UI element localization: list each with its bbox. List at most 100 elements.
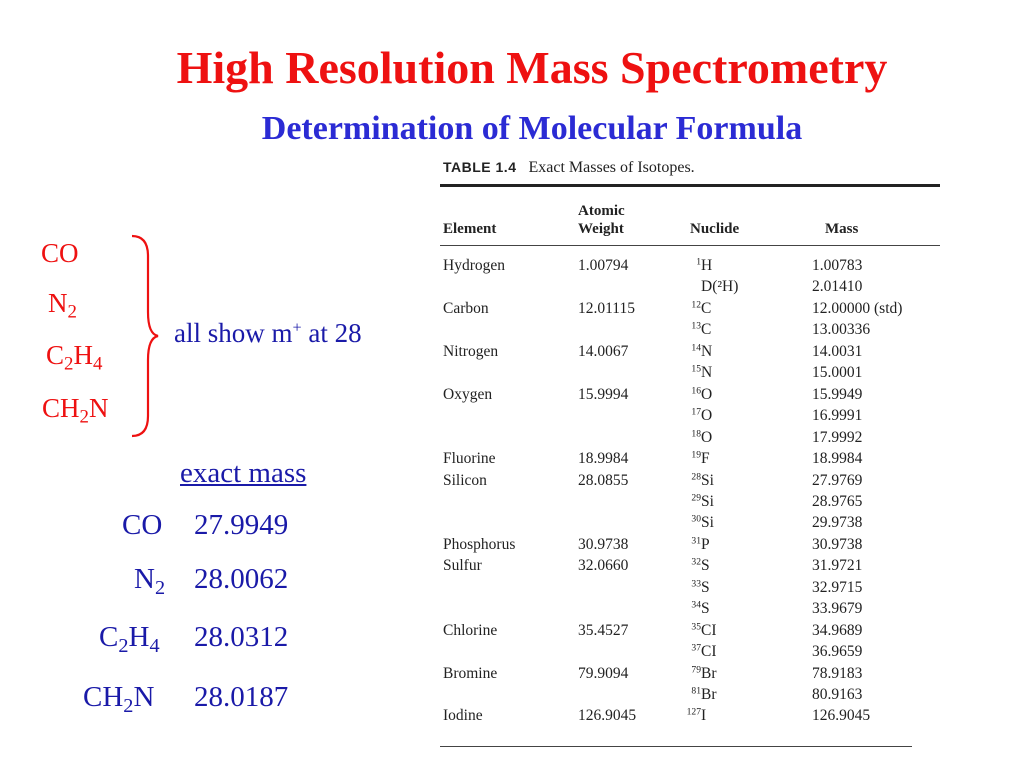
nuclide-symbol: H — [701, 257, 713, 274]
exact-mass-row: N2 28.0062 — [134, 562, 334, 600]
nuclide-symbol: P — [701, 535, 710, 553]
nuclide-mass-number: 79 — [691, 664, 701, 676]
table-cell-weight: 1.00794 — [578, 257, 629, 274]
exact-mass-value: 28.0187 — [194, 681, 289, 713]
table-cell-weight: 18.9984 — [578, 450, 629, 468]
table-cell-mass: 28.9765 — [812, 492, 863, 510]
table-cell-weight: 30.9738 — [578, 535, 629, 553]
nuclide-mass-number: 34 — [691, 599, 701, 611]
exact-mass-formula: N2 — [134, 563, 166, 600]
nuclide-symbol: N — [701, 364, 713, 382]
nuclide-symbol: Br — [701, 686, 717, 703]
table-cell-weight: 14.0067 — [578, 342, 629, 360]
table-cell-nuclide: 13C — [660, 320, 780, 340]
table-cell-mass: 15.0001 — [812, 364, 863, 382]
table-cell-nuclide: D(²H) — [660, 277, 780, 297]
table-cell-mass: 17.9992 — [812, 428, 863, 446]
formula-n2-base: N — [48, 288, 68, 318]
table-cell-nuclide: 17O — [660, 406, 780, 426]
table-cell-weight: 32.0660 — [578, 557, 629, 575]
table-cell-mass: 2.01410 — [812, 278, 863, 296]
table-cell-element: Oxygen — [443, 385, 493, 403]
nuclide-symbol: O — [701, 407, 713, 425]
nuclide-mass-number: 29 — [691, 492, 701, 504]
nuclide-symbol: I — [701, 707, 707, 725]
nuclide-mass-number: 15 — [691, 363, 701, 375]
table-cell-nuclide: 31P — [660, 535, 780, 555]
nuclide-mass-number: 81 — [691, 685, 701, 697]
nuclide-symbol: Si — [701, 492, 714, 510]
table-cell-mass: 30.9738 — [812, 535, 863, 553]
table-cell-element: Chlorine — [443, 621, 498, 639]
table-cell-nuclide: 34S — [660, 599, 780, 619]
table-cell-weight: 79.9094 — [578, 664, 629, 682]
nuclide-symbol: O — [701, 428, 713, 446]
exact-mass-row: CO 27.9949 — [122, 508, 322, 542]
table-cell-nuclide: 35CI — [660, 621, 780, 641]
table-cell-mass: 80.9163 — [812, 686, 863, 703]
formula-c2h4: C2H4 — [46, 339, 102, 374]
nuclide-symbol: S — [701, 578, 710, 596]
table-cell-element: Hydrogen — [443, 257, 505, 274]
table-cell-mass: 34.9689 — [812, 621, 863, 639]
exact-mass-value: 28.0312 — [194, 621, 289, 653]
formula-c2h4-h-sub: 4 — [92, 353, 103, 375]
table-cell-nuclide: 18O — [660, 428, 780, 448]
table-cell-mass: 15.9949 — [812, 385, 863, 403]
exact-mass-value: 28.0062 — [194, 563, 289, 595]
curly-brace — [131, 234, 159, 438]
table-cell-mass: 126.9045 — [812, 707, 871, 725]
table-cell-mass: 27.9769 — [812, 471, 863, 489]
formula-c2h4-h: H — [73, 340, 93, 370]
table-cell-nuclide: 15N — [660, 363, 780, 383]
table-cell-element: Nitrogen — [443, 342, 499, 360]
formula-c2h4-c: C — [46, 340, 65, 370]
formula-co-text: CO — [41, 238, 79, 268]
formula-n2-sub: 2 — [67, 301, 77, 323]
nuclide-mass-number: 12 — [691, 299, 701, 311]
nuclide-mass-number: 18 — [691, 428, 701, 440]
exact-mass-row: CH2N 28.0187 — [83, 680, 323, 718]
nuclide-mass-number: 31 — [691, 535, 701, 547]
table-caption-text: Exact Masses of Isotopes. — [528, 159, 695, 176]
nuclide-symbol: D(²H) — [701, 278, 739, 296]
table-cell-weight: 28.0855 — [578, 471, 629, 489]
table-cell-nuclide: 37CI — [660, 642, 780, 662]
formula-n2: N2 — [48, 287, 77, 322]
table-cell-nuclide: 12C — [660, 299, 780, 319]
nuclide-mass-number: 16 — [691, 385, 701, 397]
slide-subtitle: Determination of Molecular Formula — [261, 110, 803, 147]
formula-ch2n-n: N — [88, 393, 109, 423]
brace-label: all show m+ at 28 — [174, 317, 362, 349]
table-cell-element: Fluorine — [443, 450, 496, 468]
table-cell-nuclide: 1H — [660, 256, 780, 276]
nuclide-mass-number: 1 — [696, 256, 701, 268]
table-cell-mass: 78.9183 — [812, 664, 863, 682]
table-header-rule — [440, 245, 940, 246]
formula-c2h4-c-sub: 2 — [64, 353, 74, 375]
nuclide-symbol: CI — [701, 643, 717, 661]
nuclide-symbol: S — [701, 600, 710, 618]
nuclide-mass-number: 19 — [691, 449, 701, 461]
nuclide-symbol: CI — [701, 621, 717, 639]
nuclide-symbol: O — [701, 385, 713, 403]
table-cell-nuclide: 79Br — [660, 664, 780, 684]
exact-mass-formula: CH2N — [83, 681, 155, 718]
table-cell-mass: 16.9991 — [812, 407, 863, 425]
nuclide-symbol: Si — [701, 471, 714, 489]
nuclide-mass-number: 33 — [691, 578, 701, 590]
nuclide-symbol: N — [701, 342, 713, 360]
table-cell-weight: 126.9045 — [578, 707, 637, 725]
nuclide-symbol: F — [701, 450, 710, 468]
formula-ch2n-sub: 2 — [79, 406, 89, 428]
nuclide-mass-number: 17 — [691, 406, 701, 418]
table-caption-label: TABLE 1.4 — [443, 159, 517, 175]
table-cell-nuclide: 16O — [660, 385, 780, 405]
table-cell-mass: 1.00783 — [812, 257, 863, 274]
exact-mass-row: C2H4 28.0312 — [99, 620, 329, 658]
table-top-rule — [440, 184, 940, 187]
table-cell-nuclide: 33S — [660, 578, 780, 598]
nuclide-mass-number: 32 — [691, 557, 701, 569]
table-cell-nuclide: 28Si — [660, 471, 780, 491]
exact-mass-formula: C2H4 — [99, 621, 160, 658]
